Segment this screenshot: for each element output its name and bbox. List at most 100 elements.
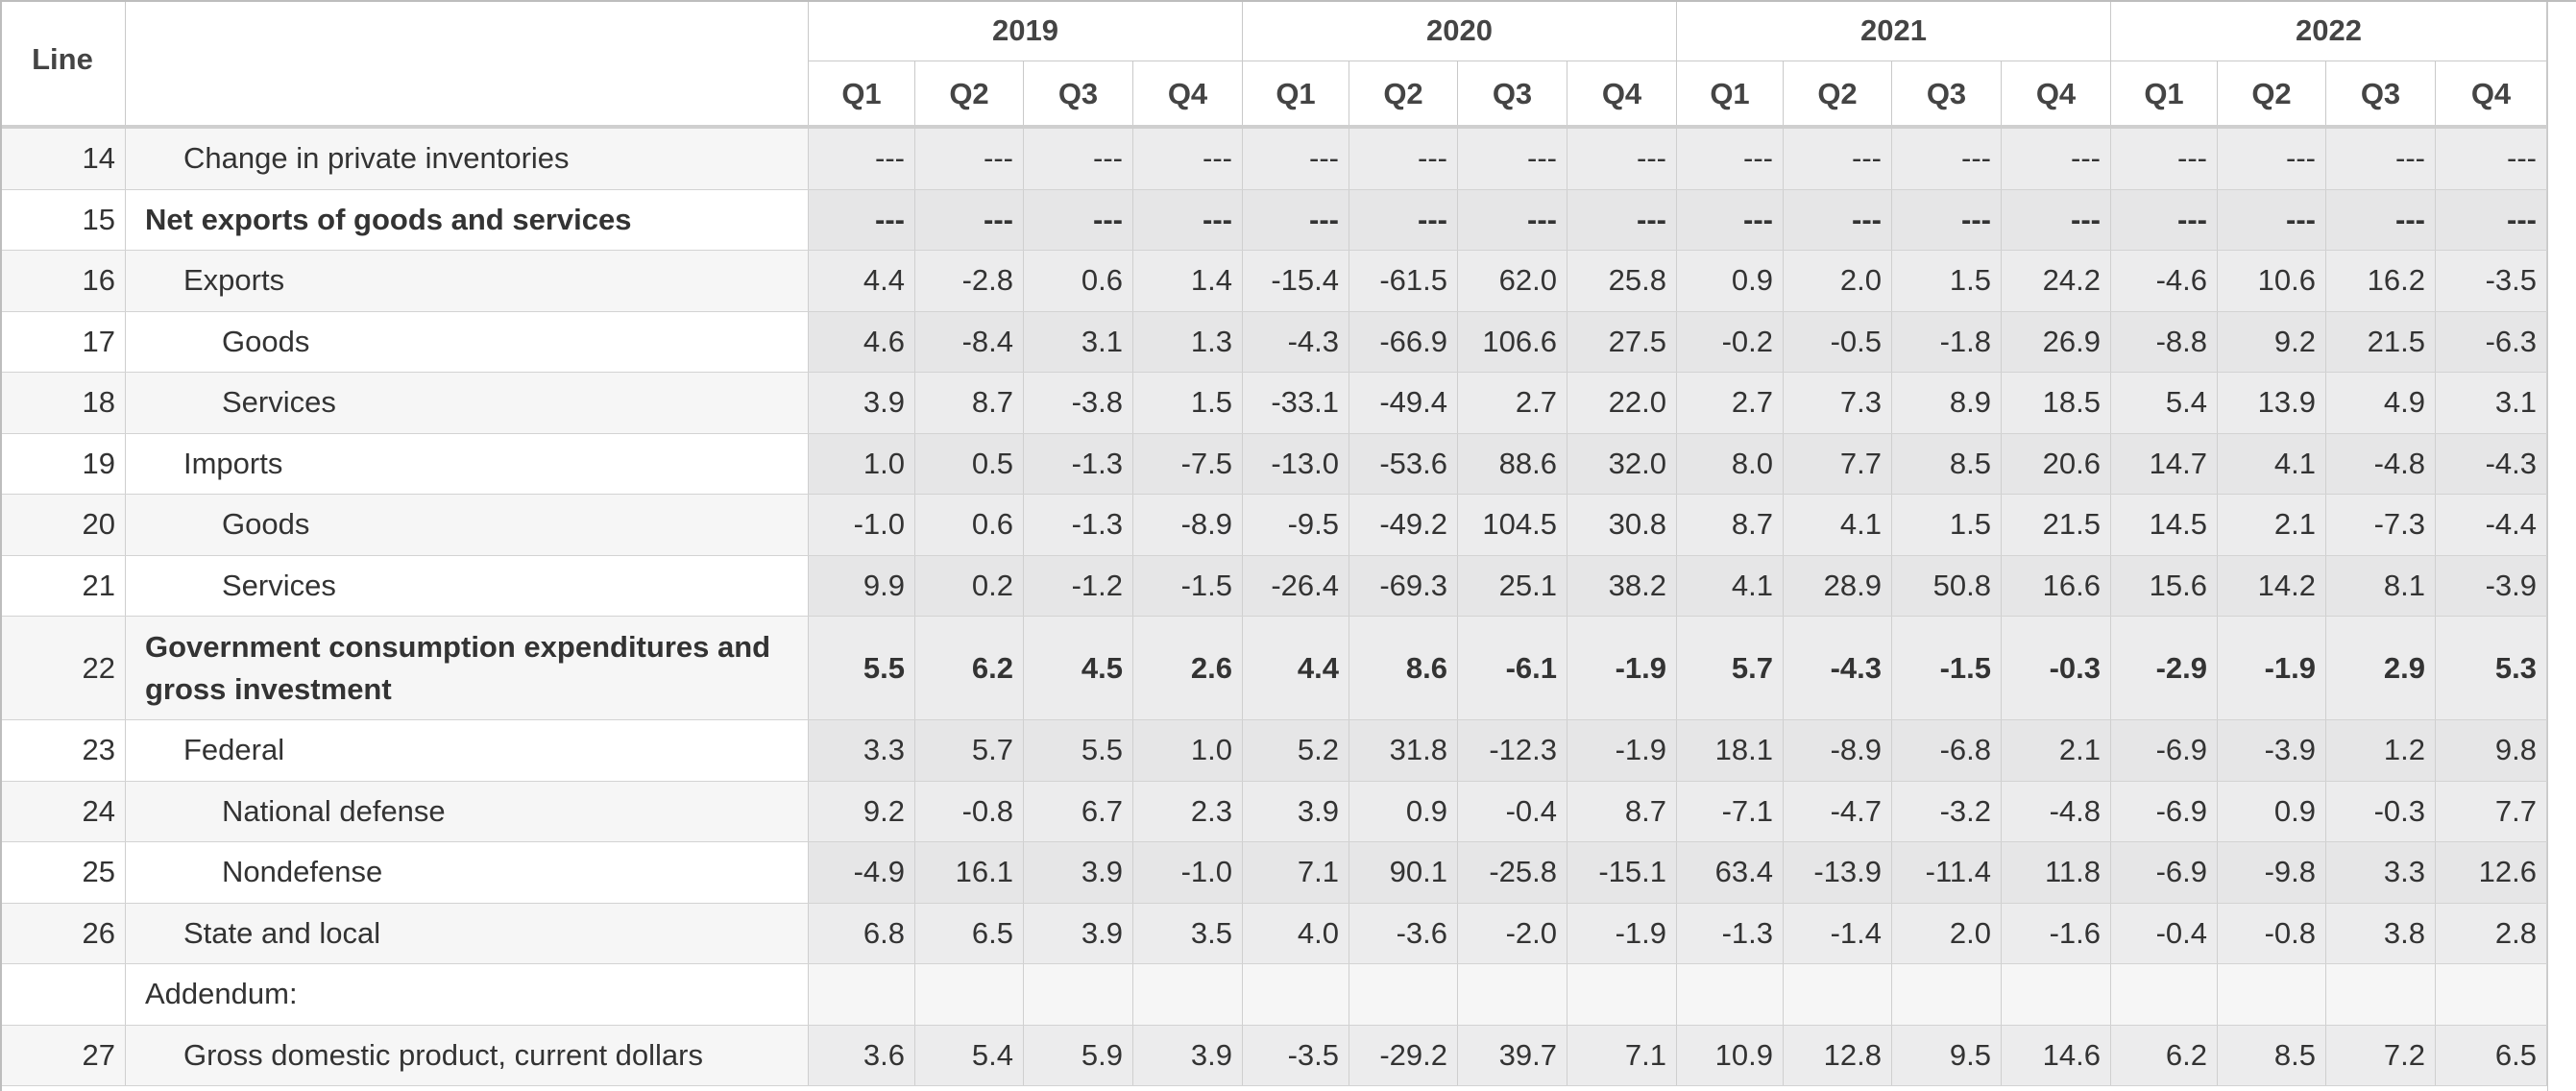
value-cell: 9.5 — [1892, 1025, 2002, 1085]
value-cell: 16.1 — [915, 842, 1024, 903]
value-cell: --- — [1784, 189, 1892, 250]
value-cell: -1.3 — [1677, 903, 1784, 963]
value-cell: -25.8 — [1458, 842, 1567, 903]
value-cell — [2002, 964, 2111, 1025]
value-cell: --- — [809, 129, 915, 189]
value-cell: --- — [1024, 129, 1133, 189]
value-cell: -61.5 — [1349, 251, 1458, 311]
value-cell: 11.8 — [2002, 842, 2111, 903]
value-cell: --- — [2326, 129, 2436, 189]
value-cell: 5.4 — [915, 1025, 1024, 1085]
value-cell: -6.9 — [2111, 842, 2218, 903]
line-number: 20 — [0, 495, 126, 555]
value-cell: 14.7 — [2111, 433, 2218, 494]
row-label: State and local — [126, 903, 809, 963]
value-cell: --- — [2218, 189, 2326, 250]
value-cell: 5.5 — [1024, 720, 1133, 781]
value-cell: 3.8 — [2326, 903, 2436, 963]
value-cell: --- — [1349, 129, 1458, 189]
value-cell: -53.6 — [1349, 433, 1458, 494]
value-cell: 8.9 — [1892, 373, 2002, 433]
value-cell: -4.4 — [2436, 495, 2547, 555]
value-cell: 8.5 — [2218, 1025, 2326, 1085]
quarter-header: Q1 — [809, 61, 915, 127]
value-cell: 3.1 — [1024, 311, 1133, 372]
value-cell: 26.9 — [2002, 311, 2111, 372]
line-number: 17 — [0, 311, 126, 372]
value-cell: 4.1 — [1784, 495, 1892, 555]
value-cell: 3.9 — [1243, 781, 1349, 841]
value-cell: 8.7 — [1567, 781, 1677, 841]
value-cell: 2.0 — [1892, 903, 2002, 963]
value-cell: 5.2 — [1243, 720, 1349, 781]
value-cell: -6.9 — [2111, 781, 2218, 841]
value-cell: --- — [1892, 189, 2002, 250]
value-cell: 5.4 — [2111, 373, 2218, 433]
value-cell — [1458, 964, 1567, 1025]
value-cell: -4.3 — [1243, 311, 1349, 372]
value-cell: -3.5 — [2436, 251, 2547, 311]
value-cell: 0.2 — [915, 555, 1024, 616]
line-number: 26 — [0, 903, 126, 963]
table-body: 14 Change in private inventories --- --- ---… — [0, 129, 2576, 1086]
value-cell: 63.4 — [1677, 842, 1784, 903]
row-label: Gross domestic product, current dollars — [126, 1025, 809, 1085]
value-cell: -49.4 — [1349, 373, 1458, 433]
value-cell: 4.1 — [1677, 555, 1784, 616]
value-cell: 0.6 — [1024, 251, 1133, 311]
value-cell: -9.5 — [1243, 495, 1349, 555]
value-cell: --- — [1243, 189, 1349, 250]
value-cell: 4.5 — [1024, 617, 1133, 719]
value-cell: 8.6 — [1349, 617, 1458, 719]
value-cell: -13.9 — [1784, 842, 1892, 903]
year-header: 2020 — [1243, 0, 1677, 61]
value-cell: 13.9 — [2218, 373, 2326, 433]
value-cell: -1.9 — [1567, 720, 1677, 781]
quarter-header: Q1 — [2111, 61, 2218, 127]
row-label: Imports — [126, 433, 809, 494]
value-cell: --- — [915, 189, 1024, 250]
quarter-header: Q2 — [915, 61, 1024, 127]
value-cell: 88.6 — [1458, 433, 1567, 494]
value-cell: -6.1 — [1458, 617, 1567, 719]
value-cell — [1677, 964, 1784, 1025]
value-cell: 20.6 — [2002, 433, 2111, 494]
value-cell: 39.7 — [1458, 1025, 1567, 1085]
value-cell: -7.5 — [1133, 433, 1243, 494]
value-cell: -1.8 — [1892, 311, 2002, 372]
value-cell: -4.6 — [2111, 251, 2218, 311]
value-cell: 106.6 — [1458, 311, 1567, 372]
value-cell: -11.4 — [1892, 842, 2002, 903]
value-cell: --- — [2002, 129, 2111, 189]
value-cell — [1349, 964, 1458, 1025]
value-cell: --- — [915, 129, 1024, 189]
value-cell: --- — [809, 189, 915, 250]
value-cell: 14.2 — [2218, 555, 2326, 616]
value-cell: 3.5 — [1133, 903, 1243, 963]
line-number: 24 — [0, 781, 126, 841]
value-cell: -2.0 — [1458, 903, 1567, 963]
value-cell: 10.6 — [2218, 251, 2326, 311]
value-cell: -29.2 — [1349, 1025, 1458, 1085]
table-row: 18 Services 3.9 8.7 -3.8 1.5 -33.1 -49.4 2.7 22.0… — [0, 373, 2576, 434]
table-row: 20 Goods -1.0 0.6 -1.3 -8.9 -9.5 -49.2 104.5 30.8… — [0, 495, 2576, 556]
value-cell: 2.7 — [1677, 373, 1784, 433]
quarter-header: Q3 — [2326, 61, 2436, 127]
line-number: 19 — [0, 433, 126, 494]
value-cell: --- — [1243, 129, 1349, 189]
value-cell: -1.9 — [2218, 617, 2326, 719]
value-cell: -8.8 — [2111, 311, 2218, 372]
value-cell: 22.0 — [1567, 373, 1677, 433]
quarter-header: Q4 — [1133, 61, 1243, 127]
value-cell: -1.5 — [1133, 555, 1243, 616]
value-cell: --- — [1349, 189, 1458, 250]
value-cell: 28.9 — [1784, 555, 1892, 616]
line-column-header: Line — [0, 0, 126, 127]
value-cell: 1.4 — [1133, 251, 1243, 311]
value-cell: -7.1 — [1677, 781, 1784, 841]
value-cell: 7.3 — [1784, 373, 1892, 433]
value-cell: -1.3 — [1024, 433, 1133, 494]
value-cell: -4.3 — [2436, 433, 2547, 494]
value-cell: 25.1 — [1458, 555, 1567, 616]
value-cell: 21.5 — [2002, 495, 2111, 555]
